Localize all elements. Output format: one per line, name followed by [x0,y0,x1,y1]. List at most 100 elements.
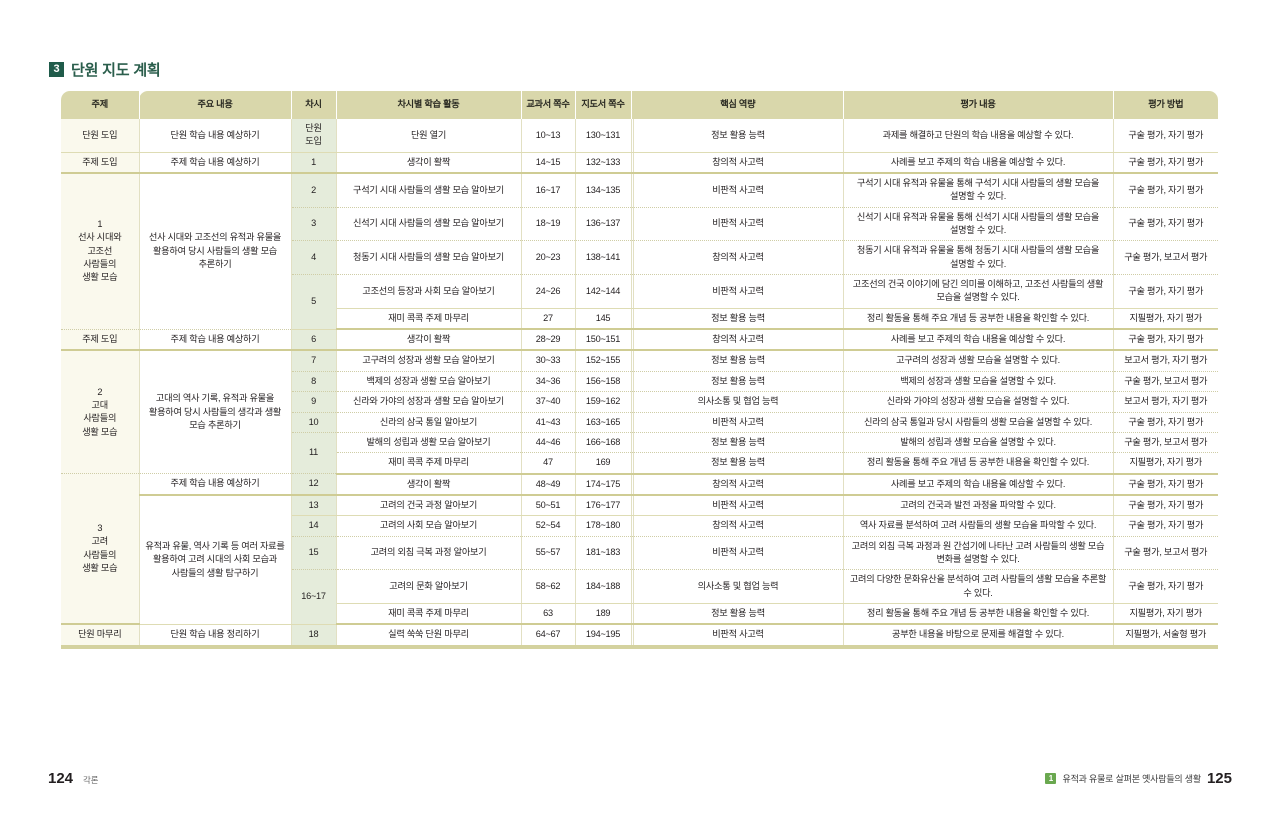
cell-spacer [631,207,634,242]
cell-period: 1 [291,152,337,175]
cell-activity: 단원 열기 [336,119,522,153]
cell-guide-pages: 132~133 [575,152,632,175]
cell-guide-pages: 189 [575,603,632,626]
cell-spacer [631,624,634,647]
cell-method: 구술 평가, 자기 평가 [1113,207,1218,242]
cell-guide-pages: 181~183 [575,536,632,571]
cell-textbook-pages: 52~54 [521,515,576,537]
table-body: 단원 도입 단원 학습 내용 예상하기 단원 도입 단원 열기 10~13 130~131 정… [61,119,1218,647]
cell-activity: 신라의 삼국 통일 알아보기 [336,412,522,433]
cell-guide-pages: 130~131 [575,119,632,153]
cell-main-content: 고대의 역사 기록, 유적과 유물을 활용하여 당시 사람들의 생각과 생활 모… [139,350,292,475]
cell-activity: 재미 콕콕 주제 마무리 [336,452,522,475]
cell-competency: 비판적 사고력 [633,274,844,309]
cell-method: 보고서 평가, 자기 평가 [1113,350,1218,372]
cell-textbook-pages: 48~49 [521,473,576,496]
col-header-guide-pages: 지도서 쪽수 [575,91,632,119]
table-row: 주제 도입 주제 학습 내용 예상하기 6 생각이 활짝 28~29 150~151 창의적… [61,329,1218,352]
cell-topic: 주제 도입 [61,152,140,175]
cell-competency: 정보 활용 능력 [633,371,844,393]
unit-plan-table-wrapper: 주제 주요 내용 차시 차시별 학습 활동 교과서 쪽수 지도서 쪽수 핵심 역… [61,91,1218,649]
cell-evaluation: 공부한 내용을 바탕으로 문제를 해결할 수 있다. [843,624,1114,647]
cell-period: 11 [291,432,337,475]
section-heading: 3 단원 지도 계획 [49,59,161,80]
cell-method: 구술 평가, 보고서 평가 [1113,371,1218,393]
cell-method: 구술 평가, 자기 평가 [1113,329,1218,352]
cell-period: 7 [291,350,337,372]
cell-textbook-pages: 55~57 [521,536,576,571]
footer-chapter-title: 유적과 유물로 살펴본 옛사람들의 생활 [1062,774,1201,784]
cell-activity: 생각이 활짝 [336,152,522,175]
cell-activity: 고구려의 성장과 생활 모습 알아보기 [336,350,522,372]
cell-activity: 생각이 활짝 [336,473,522,496]
cell-spacer [631,371,634,393]
cell-period: 9 [291,391,337,413]
cell-method: 구술 평가, 자기 평가 [1113,515,1218,537]
col-header-topic: 주제 [61,91,140,119]
cell-method: 구술 평가, 자기 평가 [1113,119,1218,153]
cell-competency: 정보 활용 능력 [633,350,844,372]
cell-spacer [631,473,634,496]
cell-competency: 의사소통 및 협업 능력 [633,391,844,413]
cell-method: 지필평가, 자기 평가 [1113,452,1218,475]
cell-evaluation: 구석기 시대 유적과 유물을 통해 구석기 시대 사람들의 생활 모습을 설명할… [843,173,1114,208]
cell-competency: 창의적 사고력 [633,152,844,175]
cell-evaluation: 고려의 다양한 문화유산을 분석하여 고려 사람들의 생활 모습을 추론할 수 … [843,569,1114,604]
unit-plan-table: 주제 주요 내용 차시 차시별 학습 활동 교과서 쪽수 지도서 쪽수 핵심 역… [61,91,1218,649]
cell-topic: 1 선사 시대와 고조선 사람들의 생활 모습 [61,173,140,330]
cell-textbook-pages: 44~46 [521,432,576,454]
table-row: 3 신석기 시대 사람들의 생활 모습 알아보기 18~19 136~137 비판적 사… [61,207,1218,242]
cell-spacer [631,391,634,413]
footer-page-number-left: 124 [48,770,74,787]
cell-guide-pages: 176~177 [575,494,632,517]
cell-evaluation: 사례를 보고 주제의 학습 내용을 예상할 수 있다. [843,329,1114,352]
cell-activity: 청동기 시대 사람들의 생활 모습 알아보기 [336,240,522,276]
cell-evaluation: 신석기 시대 유적과 유물을 통해 신석기 시대 사람들의 생활 모습을 설명할… [843,207,1114,242]
col-header-evaluation: 평가 내용 [843,91,1114,119]
cell-textbook-pages: 41~43 [521,412,576,433]
cell-method: 구술 평가, 자기 평가 [1113,274,1218,309]
cell-method: 구술 평가, 보고서 평가 [1113,536,1218,571]
cell-activity: 신라와 가야의 성장과 생활 모습 알아보기 [336,391,522,413]
table-row: 5 고조선의 등장과 사회 모습 알아보기 24~26 142~144 비판적 사고력 고… [61,274,1218,330]
table-row: 단원 도입 단원 학습 내용 예상하기 단원 도입 단원 열기 10~13 130~131 정… [61,119,1218,153]
cell-method: 지필평가, 자기 평가 [1113,603,1218,626]
cell-competency: 창의적 사고력 [633,515,844,537]
cell-guide-pages: 194~195 [575,624,632,647]
cell-activity: 생각이 활짝 [336,329,522,352]
cell-competency: 정보 활용 능력 [633,432,844,454]
cell-competency: 정보 활용 능력 [633,452,844,475]
cell-competency: 비판적 사고력 [633,207,844,242]
cell-main-content: 단원 학습 내용 정리하기 [139,624,292,647]
cell-activity: 고려의 문화 알아보기 [336,569,522,604]
cell-activity: 재미 콕콕 주제 마무리 [336,603,522,626]
cell-evaluation: 사례를 보고 주제의 학습 내용을 예상할 수 있다. [843,473,1114,496]
cell-spacer [631,308,634,331]
cell-evaluation: 신라의 삼국 통일과 당시 사람들의 생활 모습을 설명할 수 있다. [843,412,1114,433]
table-row: 11 발해의 성립과 생활 모습 알아보기 44~46 166~168 정보 활용 능력… [61,432,1218,475]
table-row: 재미 콕콕 주제 마무리 63 189 정보 활용 능력 정리 활동을 통해 주요 개념… [61,603,1218,626]
cell-spacer [631,173,634,208]
cell-competency: 정보 활용 능력 [633,119,844,153]
cell-activity: 실력 쑥쑥 단원 마무리 [336,624,522,647]
cell-evaluation: 고려의 외침 극복 과정과 원 간섭기에 나타난 고려 사람들의 생활 모습 변… [843,536,1114,571]
table-row: 3 고려 사람들의 생활 모습 주제 학습 내용 예상하기 12 생각이 활짝 48~49 17… [61,473,1218,626]
cell-activity: 재미 콕콕 주제 마무리 [336,308,522,331]
table-row: 14 고려의 사회 모습 알아보기 52~54 178~180 창의적 사고력 역사 자료… [61,515,1218,537]
table-row: 16~17 고려의 문화 알아보기 58~62 184~188 의사소통 및 협업 능력… [61,569,1218,625]
cell-guide-pages: 134~135 [575,173,632,208]
table-row: 9 신라와 가야의 성장과 생활 모습 알아보기 37~40 159~162 의사소통 … [61,391,1218,413]
cell-method: 지필평가, 서술형 평가 [1113,624,1218,647]
section-title: 단원 지도 계획 [71,62,161,79]
cell-method: 구술 평가, 자기 평가 [1113,152,1218,175]
footer-page-number-right: 125 [1206,770,1232,787]
cell-textbook-pages: 28~29 [521,329,576,352]
table-row: 15 고려의 외침 극복 과정 알아보기 55~57 181~183 비판적 사고력 고려… [61,536,1218,571]
cell-spacer [631,515,634,537]
cell-textbook-pages: 18~19 [521,207,576,242]
cell-guide-pages: 136~137 [575,207,632,242]
cell-evaluation: 과제를 해결하고 단원의 학습 내용을 예상할 수 있다. [843,119,1114,153]
cell-textbook-pages: 58~62 [521,569,576,604]
cell-guide-pages: 156~158 [575,371,632,393]
cell-textbook-pages: 37~40 [521,391,576,413]
